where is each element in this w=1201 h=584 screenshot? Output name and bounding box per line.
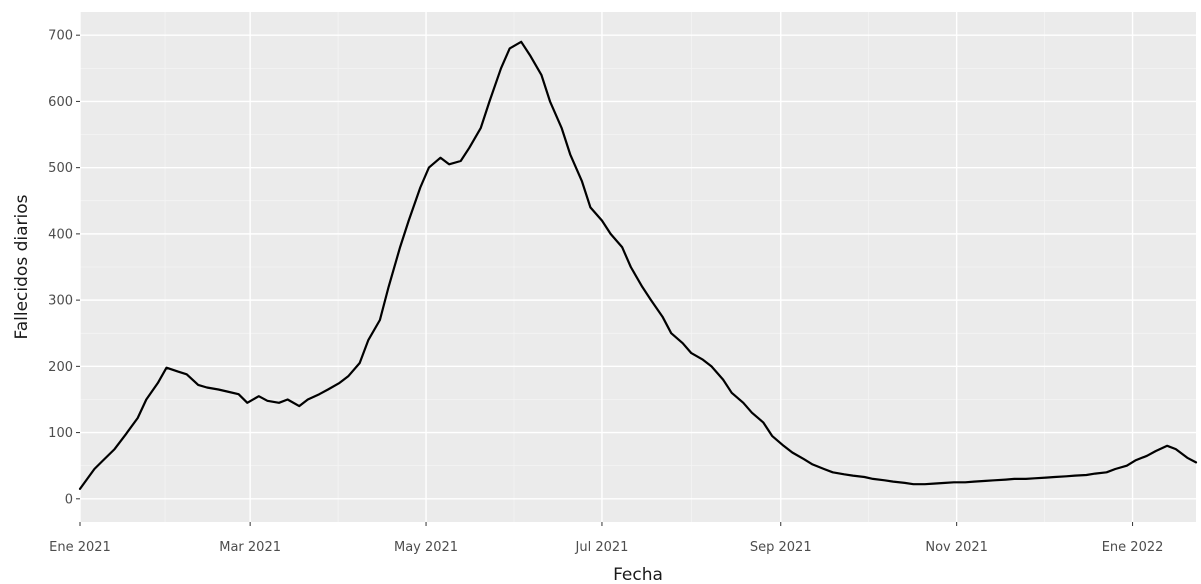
y-tick-label: 100 xyxy=(48,426,73,441)
grid xyxy=(79,12,1196,522)
y-tick-label: 300 xyxy=(48,294,73,309)
x-tick-label: Jul 2021 xyxy=(575,540,629,555)
series-layer xyxy=(78,40,1198,490)
y-axis-title: Fallecidos diarios xyxy=(12,194,32,339)
x-tick-label: Ene 2022 xyxy=(1102,540,1164,555)
x-tick-label: Nov 2021 xyxy=(925,540,988,555)
y-tick-label: 400 xyxy=(48,227,73,242)
y-tick-label: 0 xyxy=(65,492,73,507)
x-tick-label: May 2021 xyxy=(394,540,458,555)
y-tick-label: 500 xyxy=(48,161,73,176)
y-tick-label: 700 xyxy=(48,29,73,44)
y-tick-label: 600 xyxy=(48,95,73,110)
series-line xyxy=(78,40,1198,490)
y-tick-label: 200 xyxy=(48,360,73,375)
x-tick-label: Sep 2021 xyxy=(750,540,812,555)
x-tick-label: Mar 2021 xyxy=(219,540,281,555)
x-tick-label: Ene 2021 xyxy=(49,540,111,555)
x-axis-title: Fecha xyxy=(613,565,663,584)
axes: 0 100 200 300 400 500 600 700 Ene 2021 Mar 2021 Ma… xyxy=(48,29,1163,555)
